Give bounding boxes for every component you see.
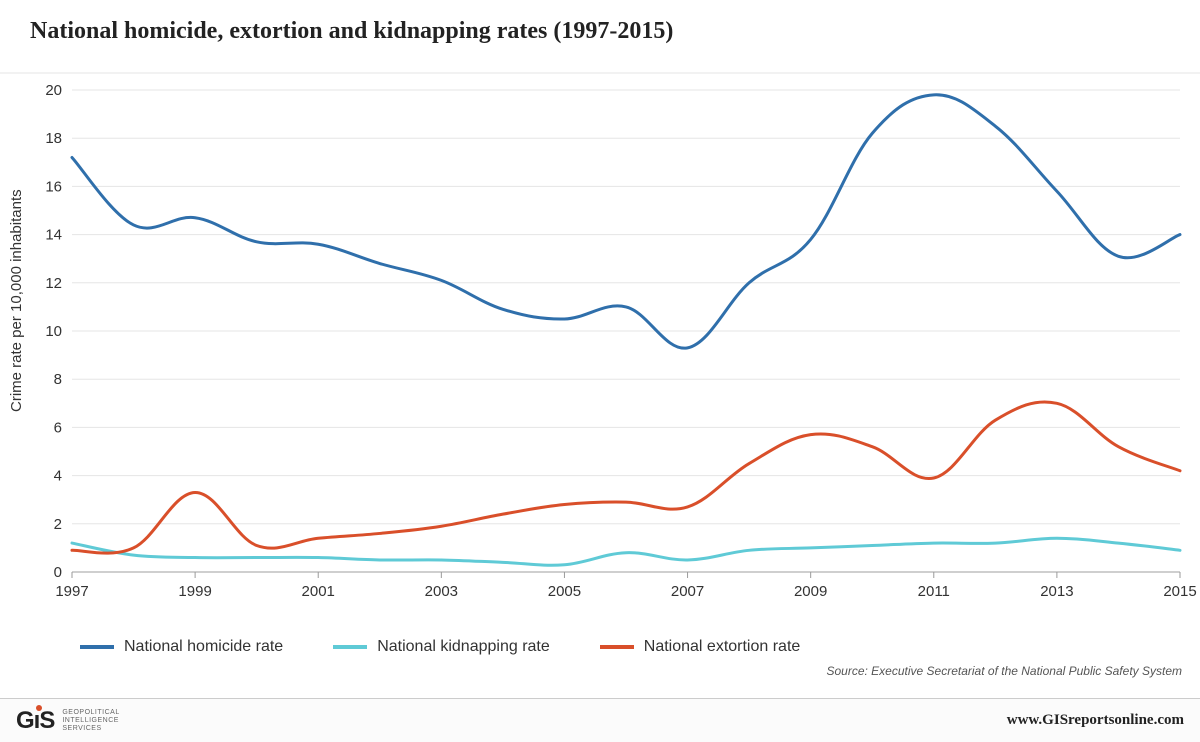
legend-item-extortion: National extortion rate <box>600 638 801 656</box>
svg-text:2001: 2001 <box>302 583 335 600</box>
svg-text:18: 18 <box>45 130 62 147</box>
footer: GıS GEOPOLITICAL INTELLIGENCE SERVICES w… <box>0 698 1200 742</box>
svg-text:8: 8 <box>54 371 62 388</box>
svg-text:10: 10 <box>45 323 62 340</box>
legend-label-homicide: National homicide rate <box>124 638 283 656</box>
svg-text:14: 14 <box>45 227 62 244</box>
svg-text:1997: 1997 <box>55 583 88 600</box>
legend-item-kidnapping: National kidnapping rate <box>333 638 550 656</box>
series-homicide <box>72 95 1180 348</box>
logo-text: GıS <box>16 707 54 735</box>
logo: GıS GEOPOLITICAL INTELLIGENCE SERVICES <box>16 707 120 735</box>
logo-subtitle: GEOPOLITICAL INTELLIGENCE SERVICES <box>62 709 119 733</box>
legend-swatch-extortion <box>600 645 634 649</box>
svg-text:16: 16 <box>45 178 62 195</box>
series-kidnapping <box>72 538 1180 565</box>
svg-text:2013: 2013 <box>1040 583 1073 600</box>
svg-text:12: 12 <box>45 275 62 292</box>
chart-container: National homicide, extortion and kidnapp… <box>0 0 1200 742</box>
legend-swatch-kidnapping <box>333 645 367 649</box>
svg-text:20: 20 <box>45 82 62 99</box>
svg-text:4: 4 <box>54 468 62 485</box>
legend-item-homicide: National homicide rate <box>80 638 283 656</box>
line-chart-svg: 0 2 4 6 8 10 12 14 16 18 20 1997 1999 2001 2003 2005 200… <box>0 72 1200 632</box>
svg-text:2007: 2007 <box>671 583 704 600</box>
svg-text:2009: 2009 <box>794 583 827 600</box>
chart-source: Source: Executive Secretariat of the Nat… <box>826 664 1182 678</box>
svg-text:6: 6 <box>54 419 62 436</box>
footer-url: www.GISreportsonline.com <box>1007 712 1184 729</box>
svg-text:2005: 2005 <box>548 583 581 600</box>
legend-label-extortion: National extortion rate <box>644 638 801 656</box>
legend-swatch-homicide <box>80 645 114 649</box>
series-extortion <box>72 402 1180 553</box>
svg-text:2011: 2011 <box>918 583 950 600</box>
chart-title: National homicide, extortion and kidnapp… <box>30 18 673 45</box>
legend-label-kidnapping: National kidnapping rate <box>377 638 550 656</box>
chart-area: Crime rate per 10,000 inhabitants 0 2 4 6 8 1… <box>0 72 1200 632</box>
svg-text:0: 0 <box>54 564 62 581</box>
svg-text:1999: 1999 <box>178 583 211 600</box>
legend: National homicide rate National kidnappi… <box>80 632 1180 662</box>
svg-text:2015: 2015 <box>1163 583 1196 600</box>
svg-text:2003: 2003 <box>425 583 458 600</box>
y-axis-label: Crime rate per 10,000 inhabitants <box>8 189 25 412</box>
svg-text:2: 2 <box>54 516 62 533</box>
